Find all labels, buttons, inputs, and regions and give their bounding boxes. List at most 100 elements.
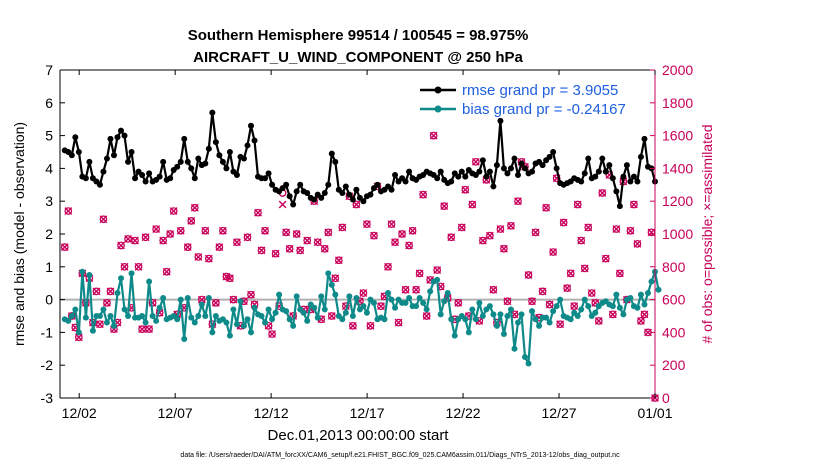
obs-possible-point — [415, 269, 424, 278]
y-tick-label: 1 — [45, 259, 53, 275]
obs-assimilated-point — [183, 243, 192, 252]
obs-possible-point — [303, 236, 312, 245]
obs-assimilated-point — [313, 238, 322, 247]
obs-assimilated-point — [120, 262, 129, 271]
bias-point — [244, 316, 251, 323]
plot-background — [60, 70, 655, 398]
rmse-point — [72, 134, 79, 141]
obs-assimilated-point — [166, 230, 175, 238]
bias-point — [160, 294, 167, 301]
obs-possible-point — [468, 200, 477, 209]
obs-possible-point — [204, 254, 213, 263]
bias-point — [644, 290, 651, 297]
obs-assimilated-point — [429, 131, 438, 140]
bias-point — [529, 308, 536, 315]
rmse-point — [595, 168, 602, 175]
obs-assimilated-point — [422, 312, 431, 320]
obs-possible-point — [183, 243, 192, 251]
bias-point — [479, 313, 486, 319]
obs-possible-point — [577, 236, 586, 245]
obs-assimilated-point — [331, 274, 340, 283]
obs-assimilated-point — [303, 236, 312, 245]
bias-point — [82, 314, 89, 321]
rmse-point — [212, 139, 219, 146]
bias-point — [567, 316, 574, 323]
rmse-point — [476, 168, 483, 175]
obs-assimilated-point — [405, 241, 413, 250]
rmse-point — [483, 173, 490, 180]
obs-assimilated-point — [644, 328, 652, 337]
bias-point — [416, 294, 423, 301]
obs-assimilated-point — [96, 320, 104, 329]
obs-possible-point — [538, 287, 547, 296]
obs-possible-point — [190, 203, 199, 212]
bias-point — [251, 304, 258, 311]
bias-point — [290, 322, 297, 329]
y-tick-label: 2 — [45, 226, 53, 242]
obs-assimilated-point — [348, 321, 357, 330]
obs-possible-point — [419, 190, 427, 199]
obs-assimilated-point — [542, 203, 550, 212]
bias-point — [226, 332, 233, 339]
y-tick-label-right: 800 — [662, 259, 686, 275]
rmse-point — [462, 173, 469, 180]
obs-possible-point — [331, 274, 340, 283]
obs-possible-point — [616, 269, 624, 278]
obs-possible-point — [176, 226, 185, 235]
rmse-point — [96, 181, 103, 188]
obs-assimilated-point — [570, 302, 579, 311]
bias-point — [402, 299, 409, 306]
obs-assimilated-point — [106, 287, 115, 296]
rmse-point — [75, 149, 82, 155]
rmse-point — [318, 194, 325, 201]
obs-possible-point — [514, 197, 522, 206]
obs-assimilated-point — [141, 233, 150, 242]
obs-assimilated-point — [254, 208, 262, 217]
bias-point — [286, 316, 293, 323]
bias-point — [581, 296, 588, 303]
rmse-point — [522, 165, 529, 172]
bias-point — [153, 317, 160, 324]
rmse-point — [244, 142, 251, 149]
obs-assimilated-point — [598, 189, 607, 197]
y-tick-label-right: 1000 — [662, 226, 693, 242]
bias-point — [184, 294, 191, 301]
obs-possible-point — [528, 297, 536, 306]
obs-assimilated-point — [201, 226, 210, 235]
bias-point — [546, 319, 553, 326]
obs-assimilated-point — [197, 295, 206, 304]
bias-point — [353, 294, 360, 301]
y-tick-label: -1 — [41, 324, 54, 340]
rmse-point — [103, 155, 110, 162]
obs-possible-point — [454, 299, 463, 307]
bias-point — [385, 290, 392, 297]
legend: rmse grand pr = 3.9055 bias grand pr = -… — [420, 82, 626, 118]
obs-possible-point — [313, 238, 322, 247]
obs-assimilated-point — [134, 262, 143, 271]
obs-assimilated-point — [131, 236, 139, 245]
obs-assimilated-point — [412, 285, 421, 294]
bias-point — [174, 316, 181, 323]
rmse-point — [553, 165, 560, 172]
obs-possible-point — [159, 236, 168, 245]
bias-point — [585, 303, 592, 310]
obs-assimilated-point — [415, 269, 424, 278]
obs-possible-point — [486, 231, 494, 240]
rmse-point — [262, 175, 269, 182]
bias-point — [648, 278, 655, 285]
obs-possible-point — [145, 325, 153, 333]
obs-possible-point — [384, 262, 392, 271]
obs-possible-point — [531, 228, 540, 237]
obs-possible-point — [226, 274, 234, 283]
rmse-point — [599, 155, 606, 162]
y-tick-label-right: 400 — [662, 324, 686, 340]
bias-point — [497, 311, 504, 318]
obs-possible-point — [500, 244, 508, 253]
obs-assimilated-point — [637, 317, 645, 325]
bias-point — [212, 313, 219, 319]
bias-point — [392, 304, 399, 311]
obs-possible-point — [120, 262, 129, 271]
y-tick-label-right: 1200 — [662, 193, 693, 209]
rmse-point — [209, 109, 216, 116]
obs-assimilated-point — [394, 318, 403, 327]
